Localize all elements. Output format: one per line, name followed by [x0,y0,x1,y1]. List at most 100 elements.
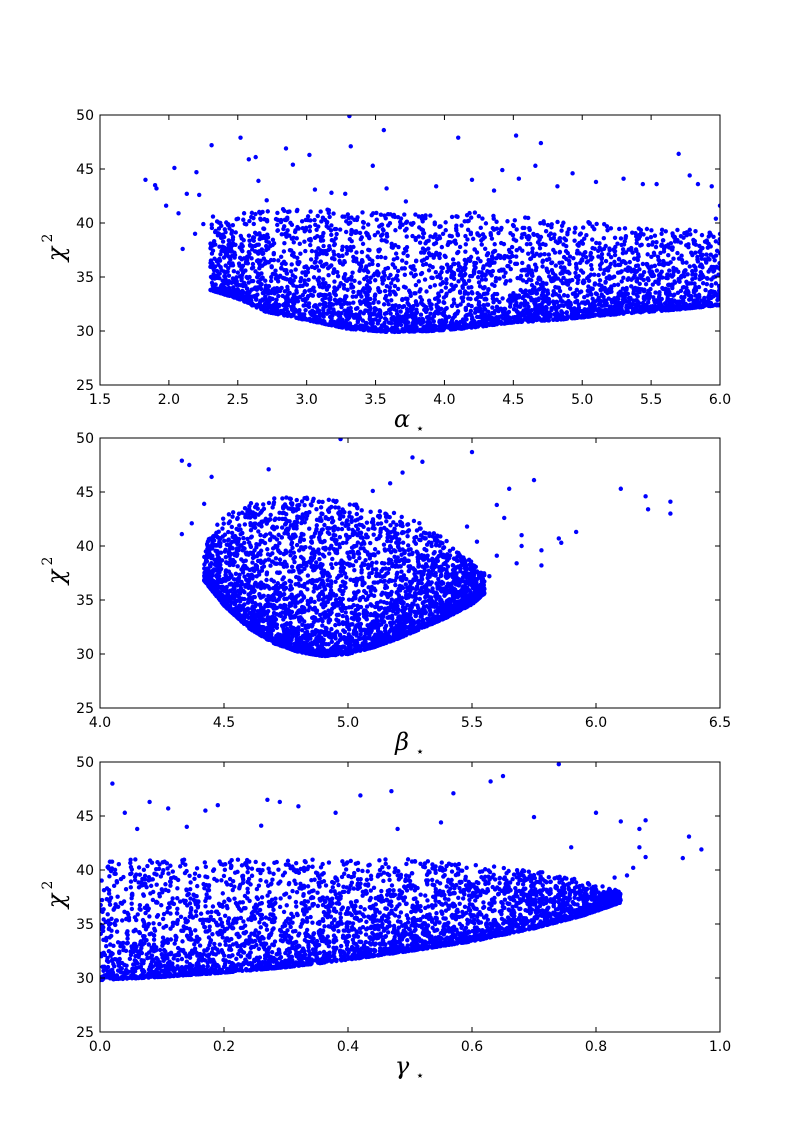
y-tick-label: 50 [76,108,94,124]
data-point [392,214,398,220]
data-point [326,497,332,503]
data-point [647,291,652,296]
data-point [293,228,298,233]
data-point [532,285,537,290]
data-point [192,231,198,236]
data-point [391,289,396,294]
data-point [664,307,669,313]
data-point [413,311,418,316]
data-point [656,294,662,300]
data-point [605,266,610,271]
data-point [484,318,489,323]
data-point [401,304,407,309]
data-point [482,246,488,251]
data-point [627,259,632,265]
data-point [534,316,539,322]
data-point [462,289,468,294]
data-point [597,300,603,306]
data-point [490,296,496,301]
data-point [336,313,341,318]
data-point [289,262,294,267]
data-point [308,236,313,242]
data-point [360,210,365,215]
data-point [163,203,169,208]
data-point [384,186,389,191]
data-point [472,319,477,324]
data-point [410,233,415,239]
data-point [596,272,601,278]
data-point [347,312,352,317]
data-point [522,317,527,322]
data-point [501,274,507,279]
data-point [366,288,372,294]
data-point [255,285,260,290]
data-point [263,286,268,291]
data-point [695,257,700,262]
data-point [276,258,281,263]
data-point [565,250,570,256]
data-point [351,300,356,305]
data-point [423,328,429,334]
data-point [650,282,655,287]
data-point [503,314,509,319]
data-point [650,242,655,247]
data-point [237,255,243,260]
data-point [582,250,587,256]
data-point [354,250,359,255]
data-point [490,316,495,321]
data-point [611,308,616,313]
data-point [547,256,552,262]
data-point [320,281,326,286]
data-point [535,232,540,238]
data-point [472,310,478,315]
data-point [592,312,597,317]
data-point [519,310,525,316]
data-point [538,286,543,291]
data-point [220,286,225,291]
data-point [307,310,313,315]
data-point [439,265,444,270]
data-point [405,253,410,258]
data-point [527,227,532,233]
data-point [438,275,443,281]
data-point [321,243,326,249]
data-point [344,244,349,250]
data-point [270,237,276,242]
data-point [289,222,295,228]
data-point [596,254,601,259]
data-point [678,234,684,239]
data-point [515,275,520,281]
data-point [482,235,487,240]
data-point [631,291,636,296]
data-point [241,217,246,222]
data-point [259,276,264,281]
data-point [281,249,287,254]
data-point [468,296,473,302]
data-point [520,289,525,295]
data-point [249,266,255,271]
data-point [591,300,596,305]
data-point [628,304,634,309]
data-point [671,267,676,273]
data-point [389,281,394,286]
data-point [661,258,666,264]
data-point [282,312,287,318]
data-point [479,273,485,279]
data-point [311,309,316,315]
data-point [382,288,388,294]
data-point [506,263,511,269]
data-point [314,523,319,528]
data-point [682,231,687,236]
data-point [545,290,550,295]
data-point [358,309,363,314]
data-point [227,254,233,259]
data-point [328,319,333,324]
data-point [233,289,238,294]
data-point [422,257,427,262]
data-point [417,240,423,245]
data-point [612,248,618,254]
data-point [444,280,449,286]
data-point [437,319,442,325]
data-point [585,299,590,304]
data-point [661,286,666,292]
